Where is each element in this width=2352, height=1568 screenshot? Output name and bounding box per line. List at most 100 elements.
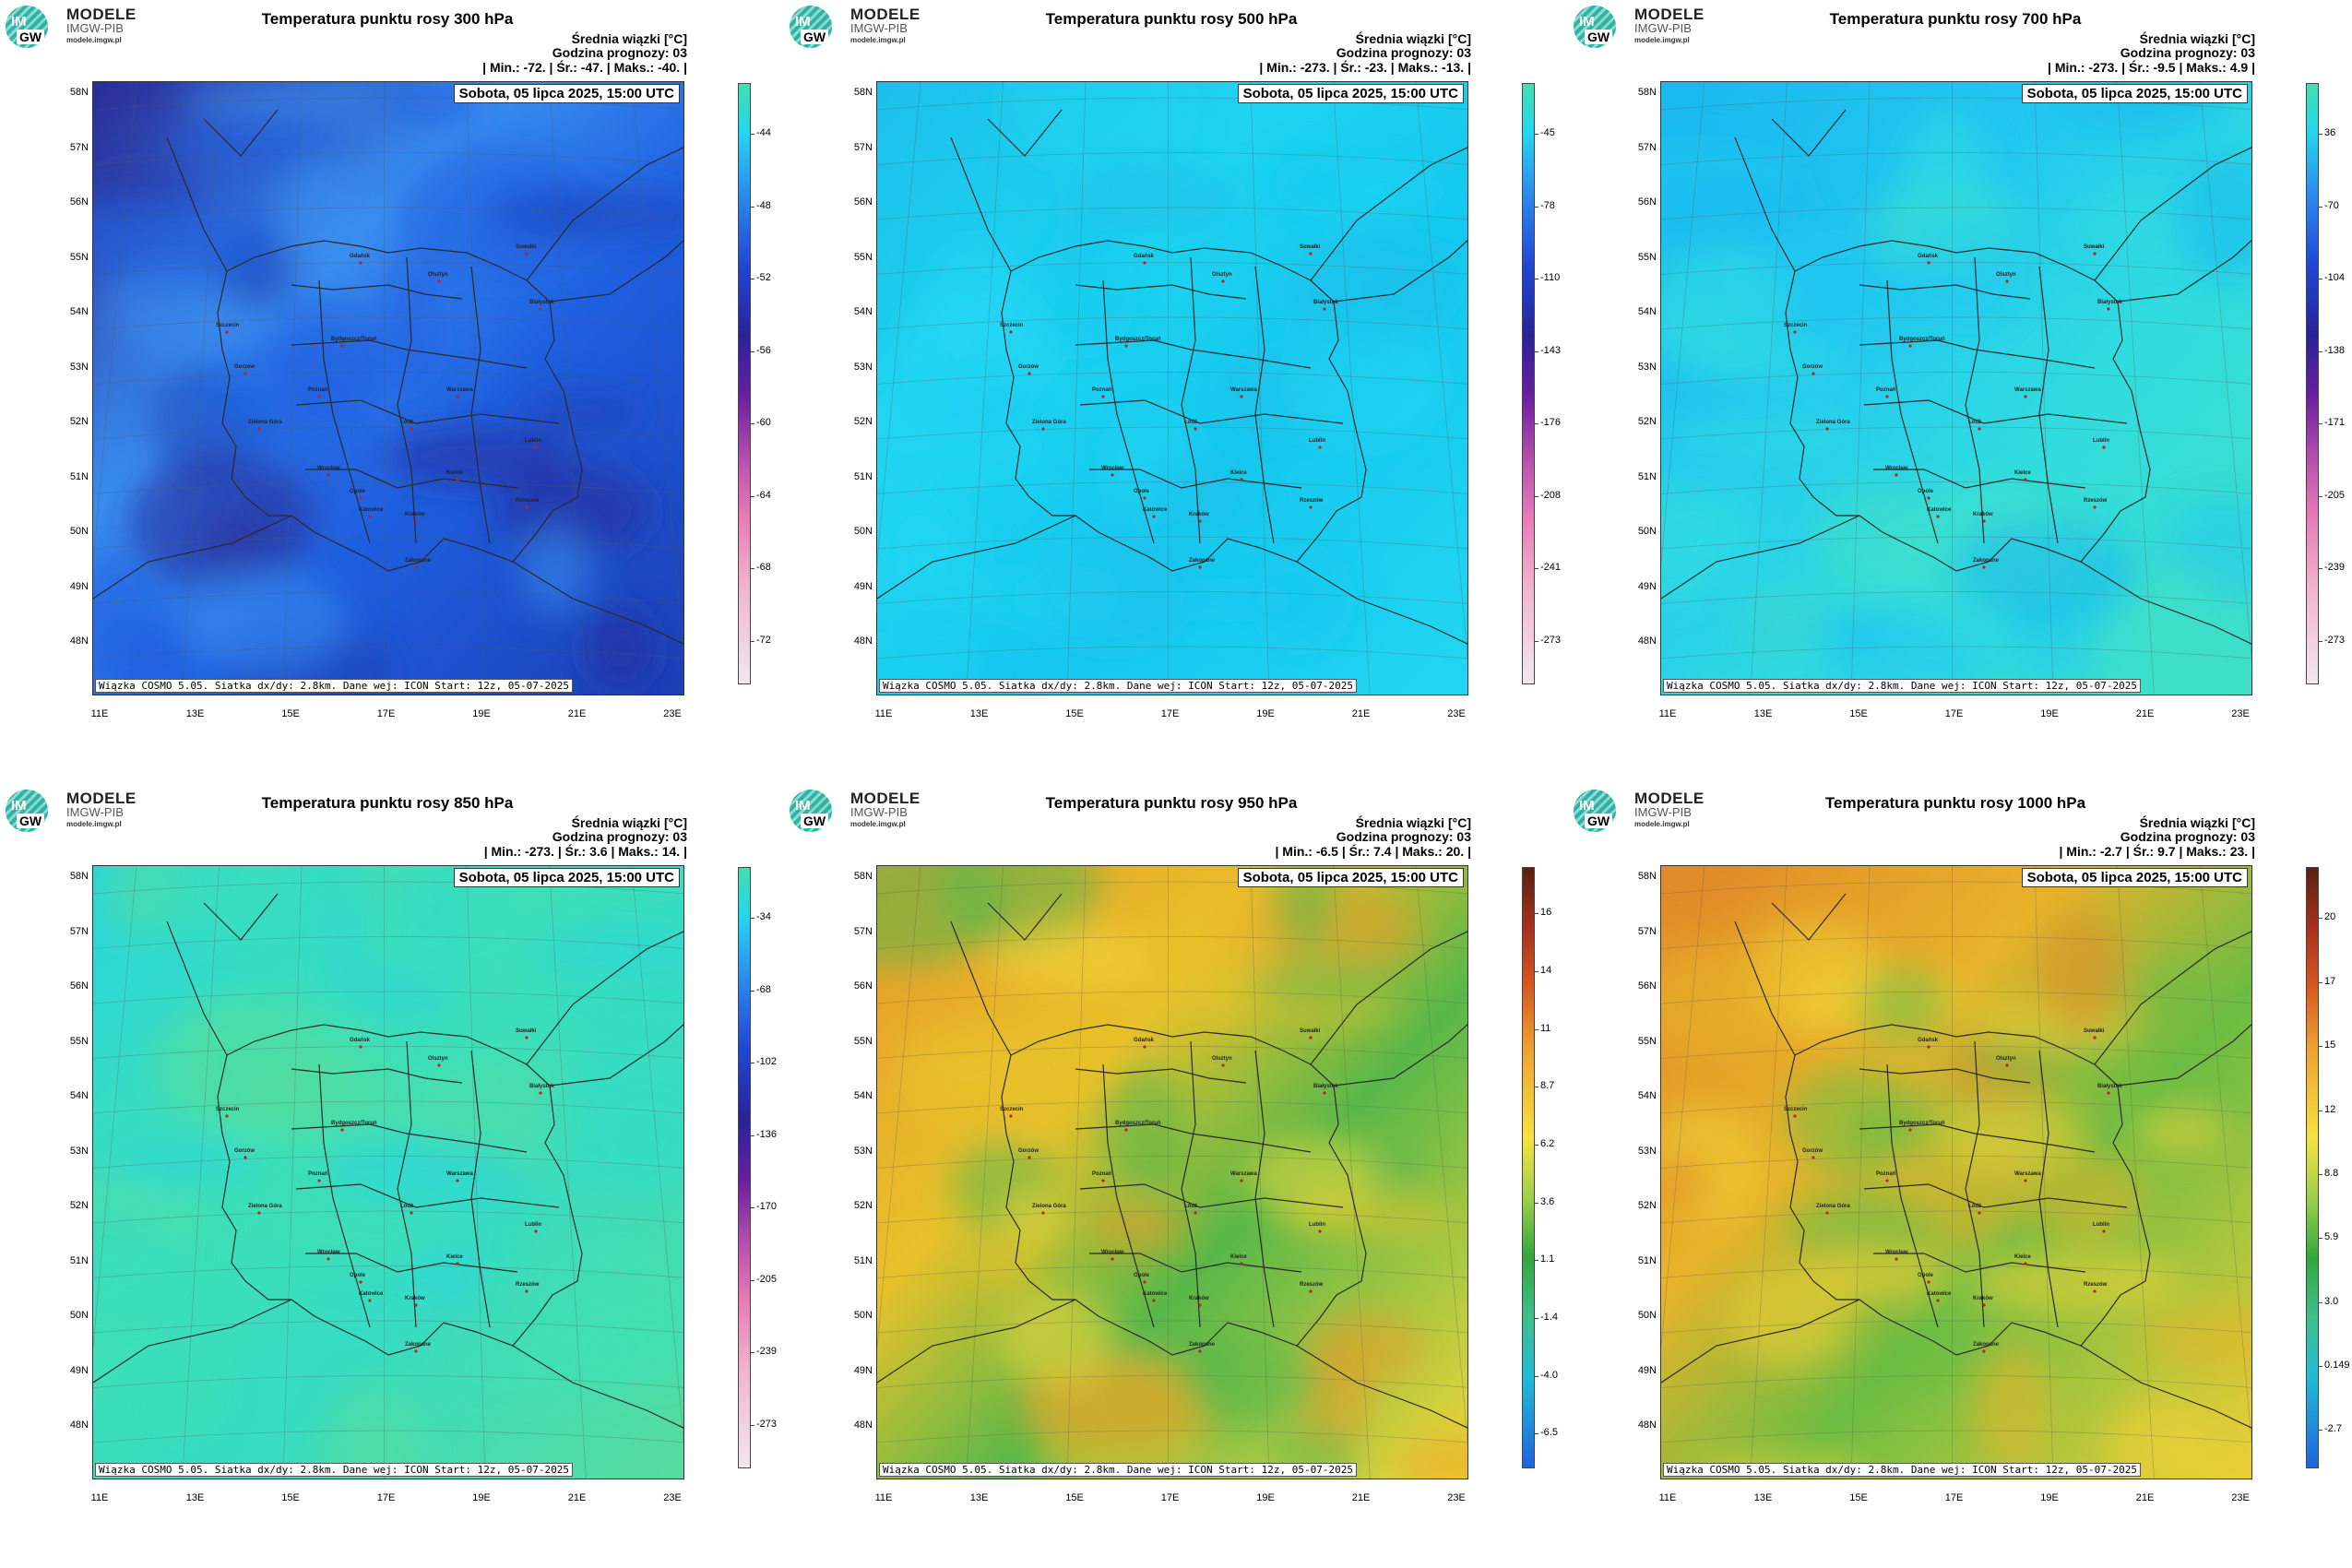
colorbar-tick — [1535, 568, 1538, 570]
lon-label: 11E — [90, 708, 109, 719]
city-name: Olsztyn — [1996, 1056, 2016, 1062]
city-marker: Zielona Góra — [1816, 420, 1850, 431]
city-dot — [244, 372, 247, 375]
colorbar-tick — [2319, 495, 2322, 497]
unit-text: °C] — [1452, 815, 1471, 830]
city-marker: Szczecin — [1784, 1107, 1808, 1118]
lon-label: 23E — [663, 708, 682, 719]
colorbar-tick — [751, 1207, 754, 1209]
imgw-logo: IM GW MODELE IMGW-PIB modele.imgw.pl — [6, 6, 162, 50]
unit-label: Średnia wiązki [°C] — [572, 816, 687, 830]
city-dot — [456, 1262, 459, 1265]
city-name: Kielce — [1230, 1254, 1247, 1260]
lat-label: 49N — [853, 1364, 873, 1376]
graticule — [877, 866, 1467, 1479]
city-marker: Lublin — [1309, 438, 1325, 449]
logo-gw-text: GW — [17, 30, 45, 44]
colorbar-tick-label: -239 — [756, 1346, 778, 1358]
lon-label: 19E — [472, 1492, 491, 1503]
city-dot — [1143, 496, 1146, 500]
colorbar-tick-label: -60 — [756, 417, 771, 429]
valid-time: Sobota, 05 lipca 2025, 15:00 UTC — [1237, 868, 1464, 887]
city-marker: Szczecin — [216, 323, 240, 334]
valid-time: Sobota, 05 lipca 2025, 15:00 UTC — [2021, 868, 2248, 887]
unit-text: °C] — [2236, 815, 2255, 830]
colorbar-tick-label: 3.0 — [2324, 1295, 2339, 1307]
colorbar — [738, 867, 751, 1468]
city-marker: Olsztyn — [428, 1056, 448, 1067]
city-dot — [225, 1114, 229, 1118]
city-name: Katowice — [1143, 507, 1168, 513]
map-field: Gdańsk Olsztyn Suwałki Białystok Szczecin Byd… — [1661, 82, 2251, 695]
city-dot — [1982, 1303, 1986, 1307]
city-marker: Kraków — [1973, 1296, 1993, 1307]
colorbar-tick — [1535, 350, 1538, 352]
city-dot — [1908, 344, 1912, 348]
city-dot — [368, 515, 372, 518]
logo-url: modele.imgw.pl — [66, 820, 122, 828]
city-dot — [1895, 1257, 1898, 1261]
lat-label: 50N — [853, 526, 873, 537]
panel-title: Temperatura punktu rosy 950 hPa — [1045, 794, 1298, 812]
panel-title: Temperatura punktu rosy 300 hPa — [261, 10, 514, 28]
city-marker: Katowice — [359, 1291, 384, 1302]
city-dot — [2102, 445, 2106, 449]
city-dot — [1028, 372, 1031, 375]
city-marker: Suwałki — [516, 244, 537, 255]
city-name: Kielce — [446, 1254, 463, 1260]
city-dot — [1152, 1299, 1156, 1302]
city-dot — [2024, 1262, 2027, 1265]
lat-label: 57N — [1637, 925, 1657, 937]
city-dot — [327, 1257, 330, 1261]
city-name: Łódź — [1968, 1204, 1981, 1209]
lat-label: 49N — [69, 580, 89, 592]
model-footer: Wiązka COSMO 5.05. Siatka dx/dy: 2.8km. … — [1663, 1463, 2141, 1477]
logo-subtitle: IMGW-PIB — [66, 805, 124, 819]
graticule — [877, 82, 1467, 695]
city-name: Gdańsk — [350, 1038, 371, 1043]
city-name: Bydgoszcz/Toruń — [331, 1121, 377, 1126]
city-marker: Warszawa — [2014, 1171, 2041, 1182]
lat-label: 58N — [853, 871, 873, 882]
lat-label: 50N — [69, 526, 89, 537]
city-name: Gdańsk — [1134, 254, 1155, 259]
country-borders — [1661, 893, 2251, 1429]
colorbar-tick-label: -170 — [756, 1201, 778, 1213]
forecast-hour: Godzina prognozy: 03 — [1336, 829, 1471, 844]
lat-label: 55N — [1637, 251, 1657, 263]
city-marker: Wrocław — [1101, 1250, 1124, 1261]
city-dot — [1240, 1262, 1243, 1265]
unit-label: Średnia wiązki [°C] — [2140, 816, 2255, 830]
colorbar-tick — [751, 1134, 754, 1136]
graticule — [1661, 866, 2251, 1479]
city-marker: Lublin — [525, 1222, 541, 1233]
colorbar-tick-label: -52 — [756, 272, 771, 284]
colorbar-tick-label: -6.5 — [1540, 1427, 1558, 1439]
city-marker: Poznań — [1092, 387, 1112, 398]
city-name: Rzeszów — [1300, 1282, 1324, 1288]
city-dot — [1936, 515, 1940, 518]
city-name: Łódź — [400, 420, 413, 425]
city-marker: Katowice — [359, 507, 384, 518]
city-dot — [257, 427, 261, 431]
city-name: Warszawa — [446, 387, 473, 393]
city-name: Katowice — [1143, 1291, 1168, 1297]
city-name: Kielce — [2014, 470, 2031, 476]
graticule — [93, 82, 683, 695]
colorbar-tick — [751, 1352, 754, 1354]
city-dot — [225, 330, 229, 334]
logo-title: MODELE — [1634, 6, 1705, 23]
colorbar-tick-label: -171 — [2324, 417, 2346, 429]
city-name: Kraków — [405, 512, 425, 517]
lon-label: 11E — [1658, 708, 1677, 719]
city-dot — [1101, 395, 1105, 398]
city-marker: Opole — [1918, 489, 1934, 500]
lon-label: 17E — [1160, 1492, 1180, 1503]
lon-label: 17E — [376, 708, 396, 719]
lat-label: 53N — [69, 361, 89, 373]
stats-line: | Min.: -6.5 | Śr.: 7.4 | Maks.: 20. | — [1275, 844, 1471, 859]
city-dot — [2024, 478, 2027, 481]
city-dot — [2093, 505, 2097, 509]
lon-label: 21E — [2135, 1492, 2155, 1503]
city-dot — [1318, 445, 1322, 449]
